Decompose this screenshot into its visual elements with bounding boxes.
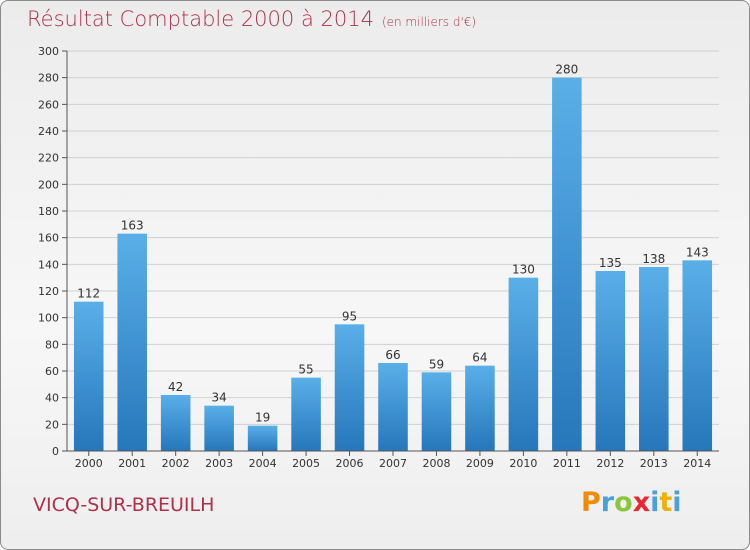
logo-letter: P xyxy=(581,487,601,518)
bar xyxy=(595,271,626,451)
chart-title: Résultat Comptable 2000 à 2014 (en millie… xyxy=(27,7,476,31)
x-tick-label: 2010 xyxy=(509,457,537,470)
proxiti-logo: Proxiti xyxy=(581,487,682,518)
y-tick-label: 80 xyxy=(45,338,59,351)
bar xyxy=(291,377,321,451)
x-tick-label: 2002 xyxy=(162,457,190,470)
y-tick-label: 60 xyxy=(45,365,59,378)
axes: 0 20 40 60 80 100 120 140 160 180 200 220 240 260 280 3… xyxy=(38,45,719,470)
bar xyxy=(334,324,365,451)
bar-value-label: 55 xyxy=(298,363,313,377)
bar-value-label: 42 xyxy=(168,380,183,394)
bar xyxy=(552,77,582,452)
bar xyxy=(160,395,191,451)
commune-name: VICQ-SUR-BREUILH xyxy=(33,494,215,516)
logo-letter: i xyxy=(650,487,660,518)
x-tick-label: 2008 xyxy=(422,457,450,470)
bar-value-label: 19 xyxy=(255,411,270,425)
bar xyxy=(378,363,408,451)
bar-value-label: 64 xyxy=(472,351,487,365)
y-tick-label: 20 xyxy=(45,418,59,431)
y-tick-label: 300 xyxy=(38,45,59,58)
bar xyxy=(117,233,147,451)
logo-letter: r xyxy=(600,487,615,518)
y-tick-label: 160 xyxy=(38,232,59,245)
logo-letter: x xyxy=(632,487,651,518)
x-tick-label: 2011 xyxy=(553,457,581,470)
bar-value-label: 95 xyxy=(342,309,357,323)
bar xyxy=(639,267,669,451)
y-tick-label: 120 xyxy=(38,285,59,298)
bar-value-label: 66 xyxy=(385,348,400,362)
y-tick-label: 200 xyxy=(38,178,59,191)
bar xyxy=(204,405,234,451)
bar xyxy=(421,372,452,451)
y-tick-label: 100 xyxy=(38,312,59,325)
x-tick-label: 2000 xyxy=(75,457,103,470)
bar-value-label: 138 xyxy=(642,252,665,266)
y-tick-label: 0 xyxy=(52,445,59,458)
y-tick-label: 280 xyxy=(38,72,59,85)
bar-value-label: 130 xyxy=(512,263,535,277)
x-tick-label: 2004 xyxy=(249,457,277,470)
y-tick-label: 180 xyxy=(38,205,59,218)
bar xyxy=(508,277,539,451)
chart-title-text: Résultat Comptable 2000 à 2014 xyxy=(27,7,374,31)
bar-value-label: 163 xyxy=(121,219,144,233)
logo-letter: i xyxy=(672,487,682,518)
x-tick-label: 2001 xyxy=(118,457,146,470)
x-tick-label: 2014 xyxy=(683,457,711,470)
y-tick-label: 240 xyxy=(38,125,59,138)
y-tick-label: 260 xyxy=(38,98,59,111)
bar xyxy=(465,365,495,451)
y-tick-label: 220 xyxy=(38,152,59,165)
x-tick-label: 2007 xyxy=(379,457,407,470)
y-tick-label: 140 xyxy=(38,258,59,271)
bar xyxy=(247,425,278,451)
bar-value-label: 59 xyxy=(429,357,444,371)
bar xyxy=(682,260,713,451)
bars: 112 163 42 34 19 55 95 66 59 64 130 280 135 138 143 xyxy=(73,63,713,452)
bar-value-label: 280 xyxy=(555,63,578,77)
logo-letter: o xyxy=(614,487,633,518)
x-tick-label: 2012 xyxy=(596,457,624,470)
x-tick-label: 2009 xyxy=(466,457,494,470)
y-tick-label: 40 xyxy=(45,392,59,405)
x-tick-label: 2006 xyxy=(336,457,364,470)
x-tick-label: 2003 xyxy=(205,457,233,470)
bar-value-label: 143 xyxy=(686,245,709,259)
bar-value-label: 34 xyxy=(211,391,226,405)
bar-value-label: 112 xyxy=(77,287,100,301)
bar xyxy=(73,301,104,451)
logo-letter: t xyxy=(659,487,673,518)
chart-units: (en milliers d'€) xyxy=(381,15,477,29)
x-tick-label: 2005 xyxy=(292,457,320,470)
x-tick-label: 2013 xyxy=(640,457,668,470)
bar-value-label: 135 xyxy=(599,256,622,270)
